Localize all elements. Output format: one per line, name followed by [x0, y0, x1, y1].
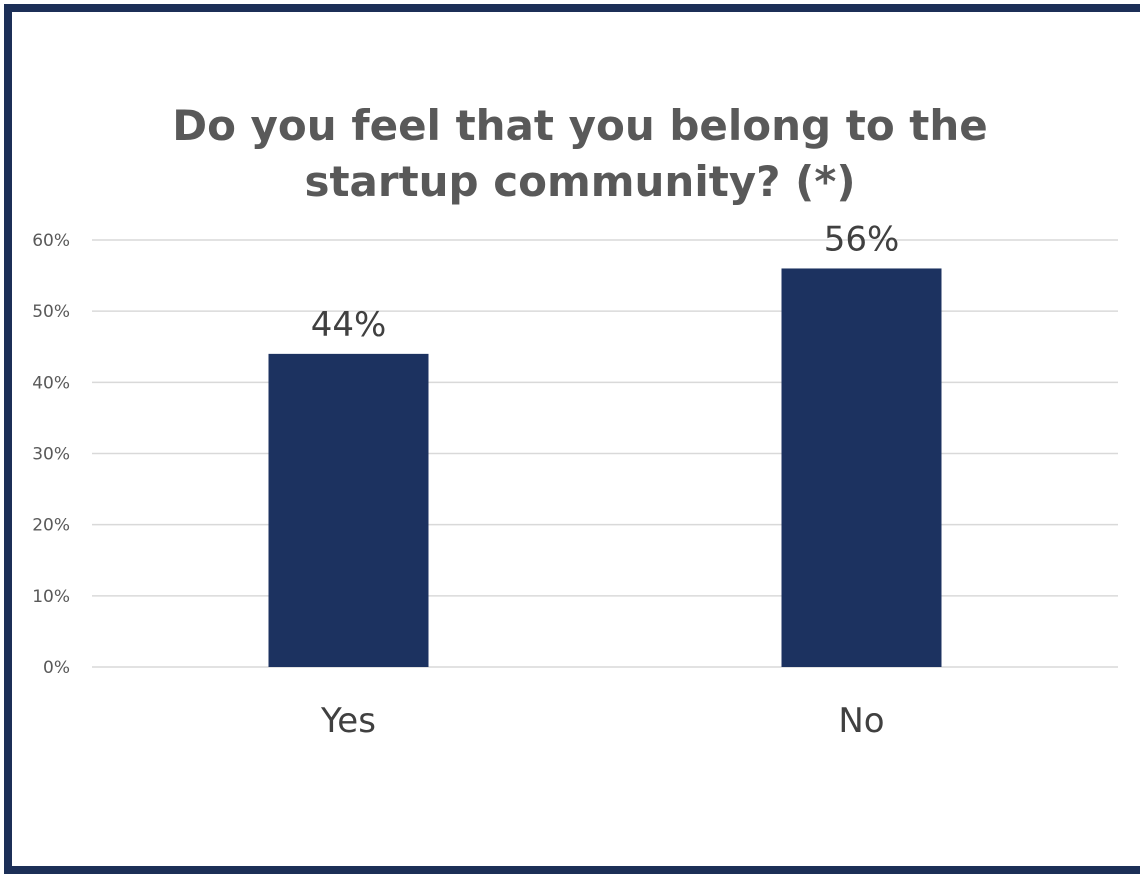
category-label: No — [838, 701, 884, 741]
y-tick-label: 60% — [32, 231, 70, 251]
y-axis-tick-labels: 0% 10% 20% 30% 40% 50% 60% — [32, 231, 70, 678]
y-tick-label: 10% — [32, 587, 70, 607]
bar-no — [781, 268, 942, 667]
y-tick-label: 30% — [32, 445, 70, 465]
chart-title-line-1: Do you feel that you belong to the — [172, 101, 988, 150]
y-tick-label: 20% — [32, 516, 70, 536]
chart-title-line-2: startup community? (*) — [304, 157, 856, 206]
data-label: 56% — [824, 219, 900, 259]
data-label: 44% — [311, 305, 387, 345]
x-axis-category-labels: Yes No — [320, 701, 885, 741]
y-tick-label: 40% — [32, 373, 70, 393]
bars — [268, 268, 942, 667]
bar-yes — [268, 353, 429, 667]
bar-chart: 0% 10% 20% 30% 40% 50% 60% 44% 56% Yes No — [32, 219, 1118, 741]
gridlines — [92, 239, 1118, 668]
category-label: Yes — [320, 701, 376, 741]
y-tick-label: 0% — [43, 658, 70, 678]
chart-frame — [4, 4, 1140, 874]
y-tick-label: 50% — [32, 302, 70, 322]
data-labels: 44% 56% — [311, 219, 900, 344]
chart-title: Do you feel that you belong to the start… — [100, 98, 1060, 210]
